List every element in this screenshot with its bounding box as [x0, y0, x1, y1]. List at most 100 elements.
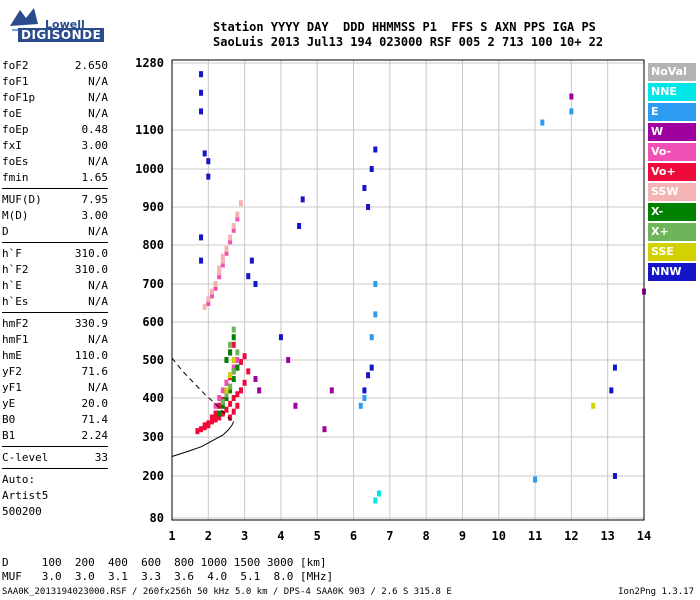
data-point-nnw	[199, 234, 204, 241]
param-row: foEs N/A	[2, 154, 108, 170]
data-point-x-	[228, 387, 233, 394]
data-point-nnw	[246, 273, 251, 280]
x-tick-label: 5	[314, 529, 321, 543]
file-info: SAA0K_2013194023000.RSF / 260fx256h 50 k…	[2, 587, 452, 597]
data-point-x-	[220, 398, 225, 405]
data-point-vo-	[206, 420, 211, 427]
param-row: foF2 2.650	[2, 58, 108, 74]
data-point-vo-	[242, 353, 247, 360]
param-name: hmF2	[2, 317, 29, 330]
data-point-vo-	[206, 300, 211, 306]
param-value: N/A	[88, 381, 108, 394]
param-row: h`E N/A	[2, 278, 108, 294]
logo-text-lowell: Lowell	[45, 18, 85, 31]
param-value: 310.0	[74, 263, 108, 276]
data-point-e	[358, 402, 363, 409]
param-row: fxI 3.00	[2, 138, 108, 154]
param-row: M(D) 3.00	[2, 208, 108, 224]
data-point-vo-	[235, 391, 240, 398]
data-point-nne	[376, 490, 381, 497]
data-point-x-	[231, 376, 236, 382]
x-tick-label: 11	[528, 529, 542, 543]
data-point-vo-	[217, 402, 222, 409]
param-value: 33	[94, 451, 108, 464]
param-name: D	[2, 225, 9, 238]
data-point-vo-	[209, 292, 214, 299]
y-tick-label: 800	[142, 238, 164, 252]
data-point-x-	[224, 357, 229, 363]
data-point-vo-	[209, 418, 214, 425]
data-point-ssw	[231, 223, 236, 229]
data-point-x-	[228, 341, 233, 348]
legend-item: NNW	[648, 263, 696, 281]
param-row: B0 71.4	[2, 412, 108, 428]
data-point-ssw	[220, 253, 225, 260]
data-point-nnw	[199, 108, 204, 115]
legend-item: Vo-	[648, 143, 696, 161]
divider	[2, 312, 108, 313]
autoscaling-artist: Artist5	[2, 489, 49, 502]
data-point-ssw	[213, 281, 218, 287]
param-name: MUF(D)	[2, 193, 42, 206]
autoscaling-label: Auto:	[2, 473, 36, 486]
param-row: MUF(D) 7.95	[2, 192, 108, 208]
data-point-vo-	[209, 414, 214, 421]
data-point-nnw	[253, 281, 258, 287]
software-version: Ion2Png 1.3.17	[618, 587, 694, 597]
legend-item: NNE	[648, 83, 696, 101]
data-point-vo-	[217, 414, 222, 421]
data-point-vo-	[199, 426, 204, 433]
autoscaling-version: 500200	[2, 505, 42, 518]
legend-item: X+	[648, 223, 696, 241]
data-point-w	[322, 426, 327, 433]
param-row: hmF1 N/A	[2, 332, 108, 348]
data-point-vo-	[213, 410, 218, 417]
x-tick-label: 8	[423, 529, 430, 543]
plot-frame	[171, 59, 645, 521]
legend-item: E	[648, 103, 696, 121]
data-point-nnw	[369, 166, 374, 172]
data-point-x-	[224, 395, 229, 401]
data-point-vo-	[246, 368, 251, 375]
param-row-clevel: C-level 33	[2, 450, 108, 466]
data-point-e	[373, 311, 378, 318]
data-point-nnw	[199, 257, 204, 264]
param-name: foEs	[2, 155, 29, 168]
param-value: N/A	[88, 75, 108, 88]
x-tick-label: 9	[459, 529, 466, 543]
data-point-sse	[224, 387, 229, 394]
param-value: N/A	[88, 295, 108, 308]
legend-item: SSW	[648, 183, 696, 201]
data-point-vo-	[242, 379, 247, 386]
data-point-ssw	[217, 265, 222, 272]
param-name: foE	[2, 107, 22, 120]
param-name: fmin	[2, 171, 29, 184]
color-legend: NoVal NNE E W Vo- Vo+ SSW X- X+ SSE NNW	[648, 63, 696, 283]
data-point-w	[286, 357, 291, 363]
data-point-e	[362, 395, 367, 401]
data-point-nnw	[362, 185, 367, 191]
param-name: C-level	[2, 451, 49, 464]
data-point-vo-	[228, 414, 233, 421]
data-point-nnw	[609, 387, 614, 394]
data-point-vo-	[220, 261, 225, 268]
param-row: foF1p N/A	[2, 90, 108, 106]
data-point-nnw	[199, 71, 204, 78]
data-point-e	[369, 334, 374, 341]
param-name: h`F2	[2, 263, 29, 276]
param-row: yF1 N/A	[2, 380, 108, 396]
data-point-vo-	[195, 428, 200, 435]
param-row: h`F 310.0	[2, 246, 108, 262]
data-point-vo-	[217, 395, 222, 401]
data-point-nnw	[612, 473, 617, 479]
x-tick-label: 2	[205, 529, 212, 543]
data-point-x-	[228, 383, 233, 390]
data-point-nnw	[206, 158, 211, 165]
param-row: yF2 71.6	[2, 364, 108, 380]
param-name: foEp	[2, 123, 29, 136]
data-point-w	[329, 387, 334, 394]
param-name: B1	[2, 429, 16, 442]
param-value: 0.48	[81, 123, 109, 136]
data-point-vo-	[231, 408, 236, 415]
